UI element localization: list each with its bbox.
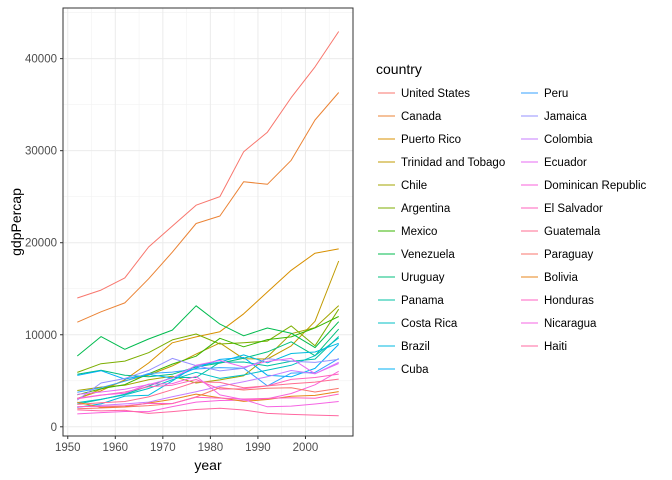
legend-label: Jamaica	[544, 111, 587, 123]
legend-item: Honduras	[521, 295, 594, 307]
series-line-dominican-republic	[77, 370, 339, 415]
legend-label: Puerto Rico	[401, 134, 461, 146]
legend-label: Costa Rica	[401, 318, 458, 330]
legend-label: Nicaragua	[544, 318, 597, 330]
legend-label: Venezuela	[401, 249, 455, 261]
series-line-colombia	[77, 361, 339, 408]
legend-label: Mexico	[401, 226, 437, 238]
y-tick-label: 10000	[25, 330, 57, 342]
series-line-canada	[77, 92, 340, 323]
legend-item: Uruguay	[378, 272, 445, 284]
legend-item: Venezuela	[378, 249, 455, 261]
y-axis-title: gdpPercap	[8, 188, 24, 256]
legend-label: Panama	[401, 295, 444, 307]
legend-label: Paraguay	[544, 249, 593, 261]
legend-item: Brazil	[378, 341, 430, 353]
series-lines	[76, 31, 340, 417]
series-line-cuba	[77, 344, 340, 380]
legend-label: Bolivia	[544, 272, 578, 284]
legend-item: Puerto Rico	[378, 134, 461, 146]
legend-label: El Salvador	[544, 203, 603, 215]
series-line-haiti	[77, 407, 339, 417]
legend-label: Brazil	[401, 341, 430, 353]
legend-item: Panama	[378, 295, 444, 307]
series-line-uruguay	[77, 328, 340, 378]
series-line-nicaragua	[77, 375, 339, 408]
y-tick-label: 40000	[25, 54, 57, 66]
y-tick-label: 0	[51, 422, 57, 434]
series-line-honduras	[77, 393, 339, 408]
y-tick-label: 20000	[25, 238, 57, 250]
series-line-costa-rica	[77, 337, 339, 404]
legend-item: United States	[378, 88, 470, 100]
series-line-el-salvador	[77, 373, 339, 400]
legend-item: Canada	[378, 111, 442, 123]
legend-item: Colombia	[521, 134, 593, 146]
legend-item: Nicaragua	[521, 318, 597, 330]
y-axis: 0 10000 20000 30000 40000	[25, 54, 63, 434]
legend-label: Haiti	[544, 341, 567, 353]
series-line-argentina	[77, 308, 340, 373]
series-line-ecuador	[77, 357, 339, 395]
legend-title: country	[376, 61, 422, 77]
legend-label: Cuba	[401, 364, 429, 376]
legend-label: Peru	[544, 88, 568, 100]
legend-label: Argentina	[401, 203, 451, 215]
grid-lines	[63, 8, 353, 436]
legend-item: Guatemala	[521, 226, 601, 238]
legend-item: Argentina	[378, 203, 451, 215]
series-line-united-states	[77, 31, 340, 299]
legend-item: Mexico	[378, 226, 437, 238]
x-tick-label: 1950	[55, 442, 81, 454]
legend-item: Trinidad and Tobago	[378, 157, 505, 169]
legend-label: Chile	[401, 180, 427, 192]
x-axis: 1950 1960 1970 1980 1990 2000	[55, 436, 318, 454]
x-tick-label: 1960	[102, 442, 128, 454]
x-tick-label: 1970	[150, 442, 176, 454]
legend-item: Peru	[521, 88, 568, 100]
legend-label: United States	[401, 88, 470, 100]
legend-label: Uruguay	[401, 272, 445, 284]
legend-item: Costa Rica	[378, 318, 458, 330]
legend-item: Chile	[378, 180, 427, 192]
legend-label: Guatemala	[544, 226, 601, 238]
legend-label: Dominican Republic	[544, 180, 647, 192]
legend-label: Trinidad and Tobago	[401, 157, 505, 169]
legend-item: Haiti	[521, 341, 567, 353]
x-axis-title: year	[194, 457, 222, 473]
series-line-bolivia	[77, 391, 339, 408]
x-tick-label: 1990	[245, 442, 271, 454]
legend: country United States Canada Puerto Rico Tr…	[376, 61, 647, 376]
legend-item: Ecuador	[521, 157, 587, 169]
panel-border	[62, 7, 354, 437]
legend-item: Jamaica	[521, 111, 587, 123]
legend-item: Bolivia	[521, 272, 578, 284]
legend-label: Colombia	[544, 134, 593, 146]
legend-item: Dominican Republic	[521, 180, 647, 192]
y-tick-label: 30000	[25, 146, 57, 158]
series-line-puerto-rico	[77, 248, 339, 399]
legend-label: Honduras	[544, 295, 594, 307]
legend-item: Cuba	[378, 364, 429, 376]
x-tick-label: 2000	[293, 442, 319, 454]
x-tick-label: 1980	[198, 442, 224, 454]
legend-label: Canada	[401, 111, 442, 123]
series-line-venezuela	[76, 305, 340, 357]
legend-label: Ecuador	[544, 157, 587, 169]
legend-item: Paraguay	[521, 249, 593, 261]
series-line-guatemala	[77, 378, 339, 405]
legend-item: El Salvador	[521, 203, 603, 215]
